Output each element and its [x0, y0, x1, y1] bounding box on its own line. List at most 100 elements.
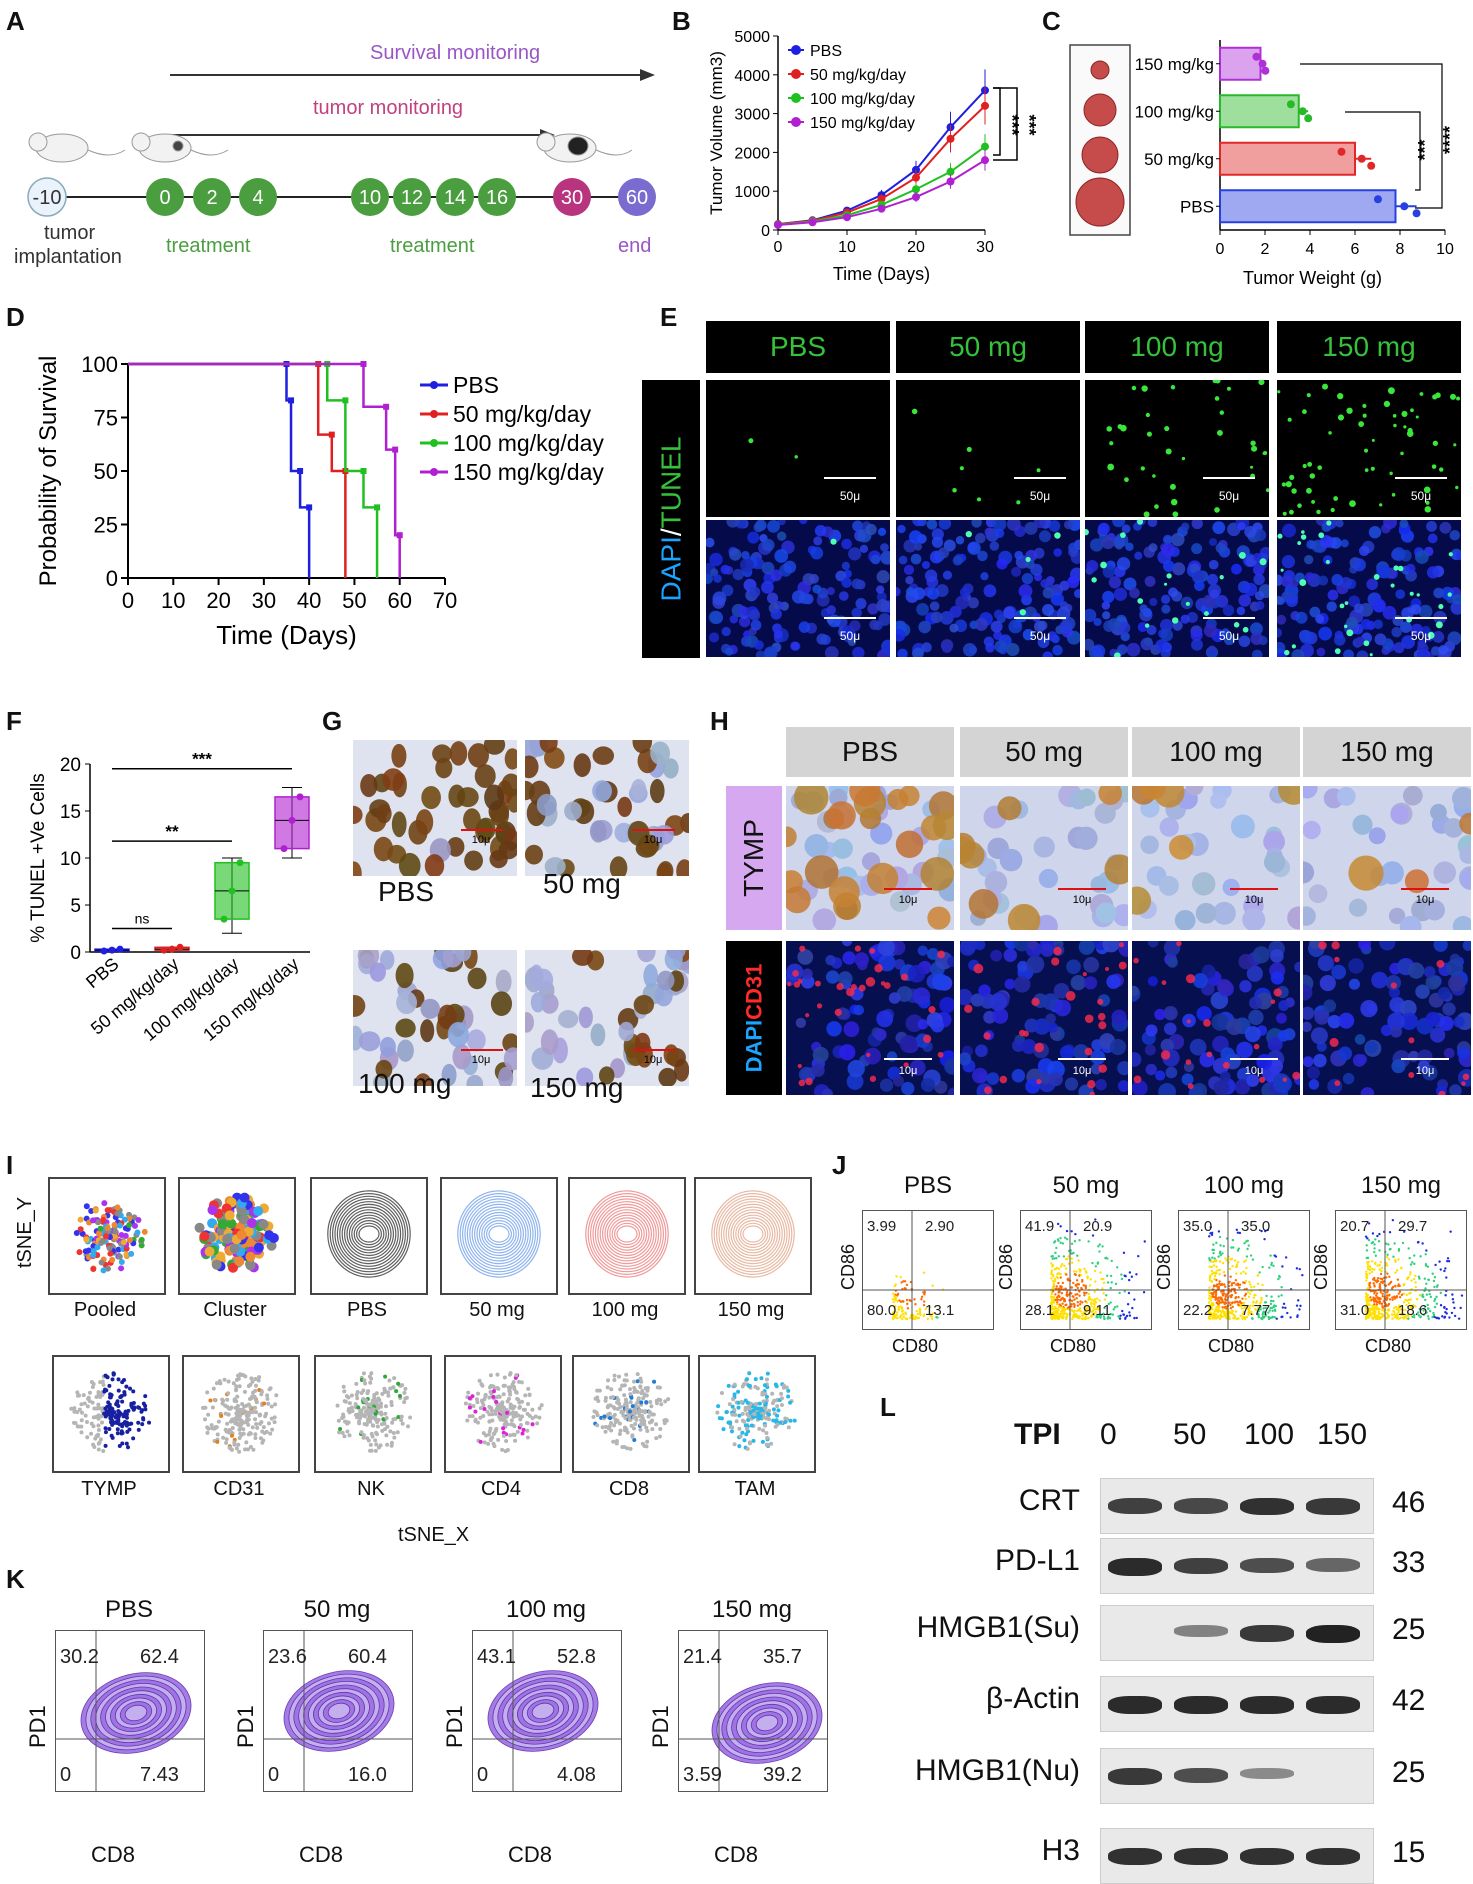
- sig-annotation: ns: [135, 911, 150, 927]
- tsne-point: [368, 1404, 372, 1408]
- tsne-point: [83, 1402, 87, 1406]
- tsne-point: [92, 1424, 96, 1428]
- nucleus-dot: [905, 576, 913, 584]
- tsne-point: [385, 1425, 389, 1429]
- tsne-point: [654, 1436, 658, 1440]
- tsne-point: [384, 1433, 388, 1437]
- flow-event: [894, 1285, 896, 1287]
- flow-event: [1381, 1303, 1383, 1305]
- tsne-plot: [440, 1177, 558, 1295]
- flow-event: [1065, 1273, 1067, 1275]
- tsne-label: TYMP: [42, 1478, 176, 1501]
- tunel-dot: [1393, 414, 1397, 418]
- flow-event: [915, 1316, 917, 1318]
- flow-event: [1101, 1287, 1103, 1289]
- tsne-point: [226, 1391, 230, 1395]
- tsne-point: [775, 1414, 779, 1418]
- tsne-point: [342, 1389, 346, 1393]
- tsne-point: [229, 1407, 233, 1411]
- flow-event: [1077, 1259, 1079, 1261]
- cell: [1034, 836, 1055, 857]
- flow-event: [1278, 1275, 1280, 1277]
- data-point: [947, 178, 955, 186]
- cell: [1349, 899, 1367, 917]
- flow-event: [1121, 1310, 1123, 1312]
- flow-y-label: CD86: [996, 1244, 1017, 1290]
- tsne-point: [606, 1385, 610, 1389]
- tunel-dot: [1085, 529, 1089, 535]
- nucleus-dot: [1109, 576, 1121, 588]
- flow-event: [1067, 1255, 1069, 1257]
- tsne-point: [243, 1390, 247, 1394]
- cd31-signal: [984, 1086, 992, 1094]
- tsne-point: [380, 1422, 384, 1426]
- tsne-point: [356, 1390, 360, 1394]
- nucleus-dot: [975, 1044, 988, 1057]
- y-tick-label: 0: [106, 566, 118, 591]
- tsne-point: [85, 1435, 89, 1439]
- tunel-dot: [1164, 583, 1167, 586]
- tsne-point: [85, 1420, 89, 1424]
- tsne-point: [76, 1424, 80, 1428]
- tsne-point: [124, 1385, 128, 1389]
- y-tick-label: 5: [70, 896, 81, 917]
- nucleus-dot: [1450, 530, 1460, 540]
- dapi-label: DAPI: [655, 536, 686, 601]
- tsne-point: [643, 1394, 647, 1398]
- cd31-signal: [836, 983, 843, 990]
- flow-event: [1229, 1304, 1231, 1306]
- tsne-point: [251, 1448, 255, 1452]
- cd31-signal: [937, 950, 945, 958]
- tsne-point: [223, 1378, 227, 1382]
- tsne-point: [380, 1429, 384, 1433]
- cell: [1430, 804, 1447, 821]
- tsne-point: [82, 1393, 86, 1397]
- nucleus-dot: [799, 621, 811, 633]
- flow-event: [1116, 1266, 1118, 1268]
- flow-y-label: CD86: [838, 1244, 859, 1290]
- tsne-point: [251, 1391, 255, 1395]
- flow-event: [1225, 1299, 1227, 1301]
- nucleus-dot: [1110, 1039, 1126, 1055]
- nucleus-dot: [1282, 555, 1295, 568]
- cell: [1381, 861, 1404, 884]
- nucleus-dot: [1226, 1018, 1243, 1035]
- data-point: [981, 102, 989, 110]
- flow-event: [1210, 1260, 1212, 1262]
- tsne-point: [253, 1417, 257, 1421]
- nucleus-dot: [1449, 1084, 1462, 1095]
- tsne-point: [483, 1440, 487, 1444]
- tsne-point: [372, 1396, 376, 1400]
- tsne-point: [236, 1423, 240, 1427]
- tsne-point: [390, 1421, 394, 1425]
- flow-event: [1221, 1299, 1223, 1301]
- sig-annotation: ***: [192, 750, 212, 769]
- tymp-image: 10μ: [1132, 786, 1300, 930]
- scale-label: 50μ: [840, 489, 860, 503]
- tsne-point: [496, 1438, 500, 1442]
- tsne-point: [503, 1384, 507, 1388]
- flow-event: [1131, 1276, 1133, 1278]
- flow-event: [1235, 1310, 1237, 1312]
- cd31-signal: [859, 985, 866, 992]
- cd31-signal: [1292, 1072, 1300, 1080]
- tunel-dot: [1335, 648, 1341, 654]
- cell-nucleus: [392, 811, 407, 837]
- tunel-dot: [1416, 415, 1419, 418]
- flow-event: [1258, 1271, 1260, 1273]
- nucleus-dot: [913, 587, 926, 600]
- flow-event: [1061, 1307, 1063, 1309]
- nucleus-dot: [1415, 550, 1429, 564]
- bar: [1220, 95, 1299, 127]
- tunel-dot: [1365, 468, 1369, 472]
- nucleus-dot: [878, 528, 886, 536]
- nucleus-dot: [1118, 1080, 1128, 1092]
- nucleus-dot: [991, 621, 1003, 633]
- nucleus-dot: [1071, 975, 1086, 990]
- data-point: [101, 948, 108, 955]
- cell-nucleus: [416, 809, 433, 835]
- tunel-dot: [1170, 484, 1176, 490]
- timeline-node-label: 12: [401, 187, 423, 209]
- tsne-point: [105, 1413, 109, 1417]
